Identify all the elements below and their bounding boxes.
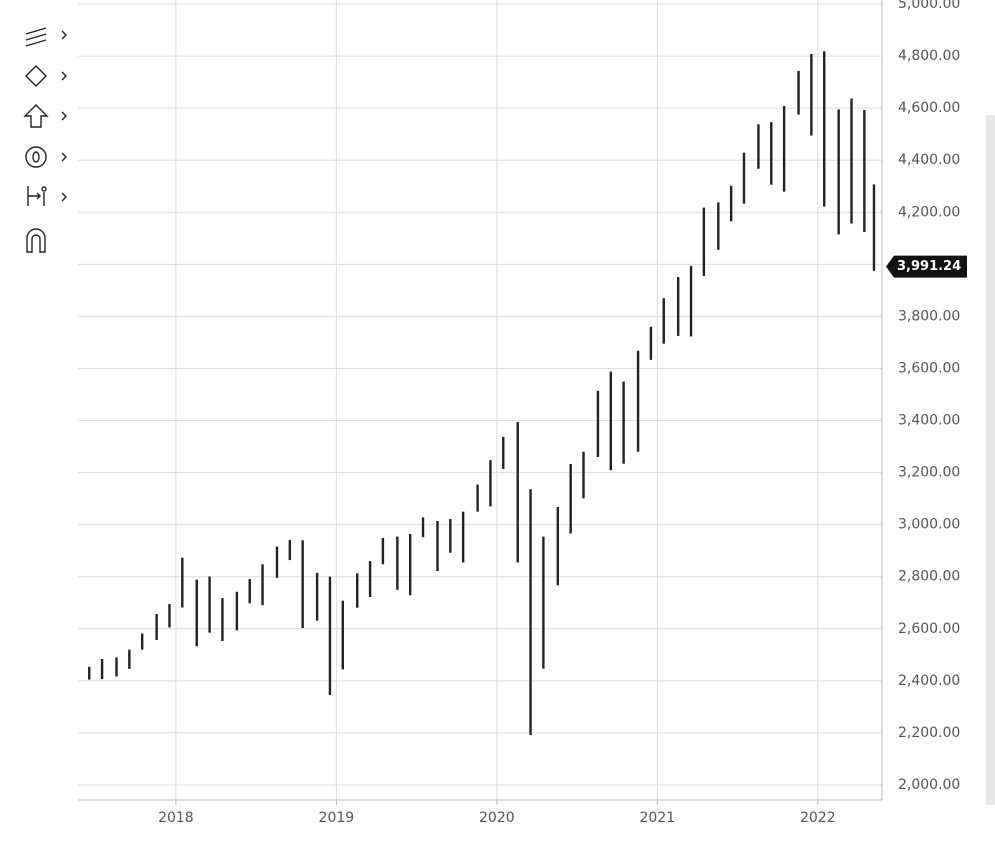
price-bar [381,537,385,565]
price-bar [275,546,279,578]
price-bar [556,506,560,586]
y-tick-label: 3,800.00 [898,308,960,324]
x-tick-label: 2022 [800,810,836,826]
price-bar [489,460,492,507]
y-tick-label: 3,000.00 [898,517,960,533]
price-bar [221,598,224,642]
price-bar [863,109,866,233]
price-bar [872,184,876,271]
price-bar [248,579,251,604]
price-bar [569,464,572,534]
price-bar [208,576,211,633]
y-tick-label: 2,200.00 [898,725,960,741]
price-bar [115,657,118,677]
price-bar [368,561,372,598]
tool-measure[interactable] [27,186,67,206]
x-tick-label: 2018 [158,810,194,826]
price-bar [770,122,773,185]
price-bar [542,536,545,669]
x-tick-label: 2021 [640,810,676,826]
price-bar [702,207,706,277]
price-bar [181,557,184,608]
price-bar [622,381,625,464]
plot-area: 2,000.00 2,200.00 2,400.00 2,600.00 2,800.00… [78,0,967,826]
price-bar [128,649,131,669]
tool-text[interactable] [25,146,67,168]
price-bar [315,572,319,621]
price-bar [582,451,585,499]
y-tick-label: 4,600.00 [898,100,960,116]
price-bar [757,124,760,169]
price-bar [195,579,198,647]
price-bar [676,277,680,336]
price-bar [837,109,840,235]
price-bar [717,202,720,250]
price-bar [636,350,640,452]
price-bar [356,573,359,608]
scrollbar[interactable] [986,115,995,805]
price-bar [100,658,104,680]
y-tick-label: 2,000.00 [898,777,960,793]
price-bar [408,534,412,596]
tool-shapes[interactable] [25,65,67,87]
y-tick-label: 5,000.00 [898,0,960,12]
price-bar [823,51,826,207]
price-bar [396,536,399,590]
y-tick-label: 2,400.00 [898,673,960,689]
price-bar [341,600,344,670]
y-tick-label: 4,400.00 [898,152,960,168]
x-tick-label: 2019 [319,810,355,826]
price-bar [288,540,292,561]
price-bar [850,98,853,224]
price-bar [88,666,91,680]
price-bar [810,53,813,136]
price-bar [662,298,665,344]
price-bar [235,591,239,631]
price-bar [516,422,519,563]
price-bar [436,521,439,572]
price-bar [476,484,479,512]
tool-arrow[interactable] [23,104,67,128]
price-bar [155,613,158,640]
y-tick-label: 3,200.00 [898,465,960,481]
price-bar [140,633,144,650]
y-tick-label: 4,200.00 [898,204,960,220]
price-bar [421,517,425,538]
price-bar [529,489,532,736]
y-tick-label: 2,600.00 [898,621,960,637]
price-bar [502,436,505,469]
tool-lines[interactable] [25,27,67,47]
price-bar [649,326,653,360]
price-bar [742,152,746,204]
price-bar [689,265,693,337]
price-bar [261,564,264,606]
price-bar [449,518,452,553]
price-bar [596,390,600,457]
price-bar [301,540,304,629]
y-tick-label: 4,800.00 [898,48,960,64]
y-tick-label: 3,600.00 [898,360,960,376]
price-bar [461,511,465,563]
tool-magnet[interactable] [26,228,46,253]
y-tick-label: 2,800.00 [898,569,960,585]
x-tick-label: 2020 [479,810,515,826]
toolbar [23,27,67,253]
price-bar [168,604,171,628]
price-bar [782,106,786,192]
price-bar [328,576,332,695]
last-price-label: 3,991.24 [897,259,961,274]
y-tick-label: 3,400.00 [898,413,960,429]
price-bar [797,70,800,115]
last-price-tag [886,255,967,278]
price-bar [729,185,733,222]
price-bar [609,371,612,471]
